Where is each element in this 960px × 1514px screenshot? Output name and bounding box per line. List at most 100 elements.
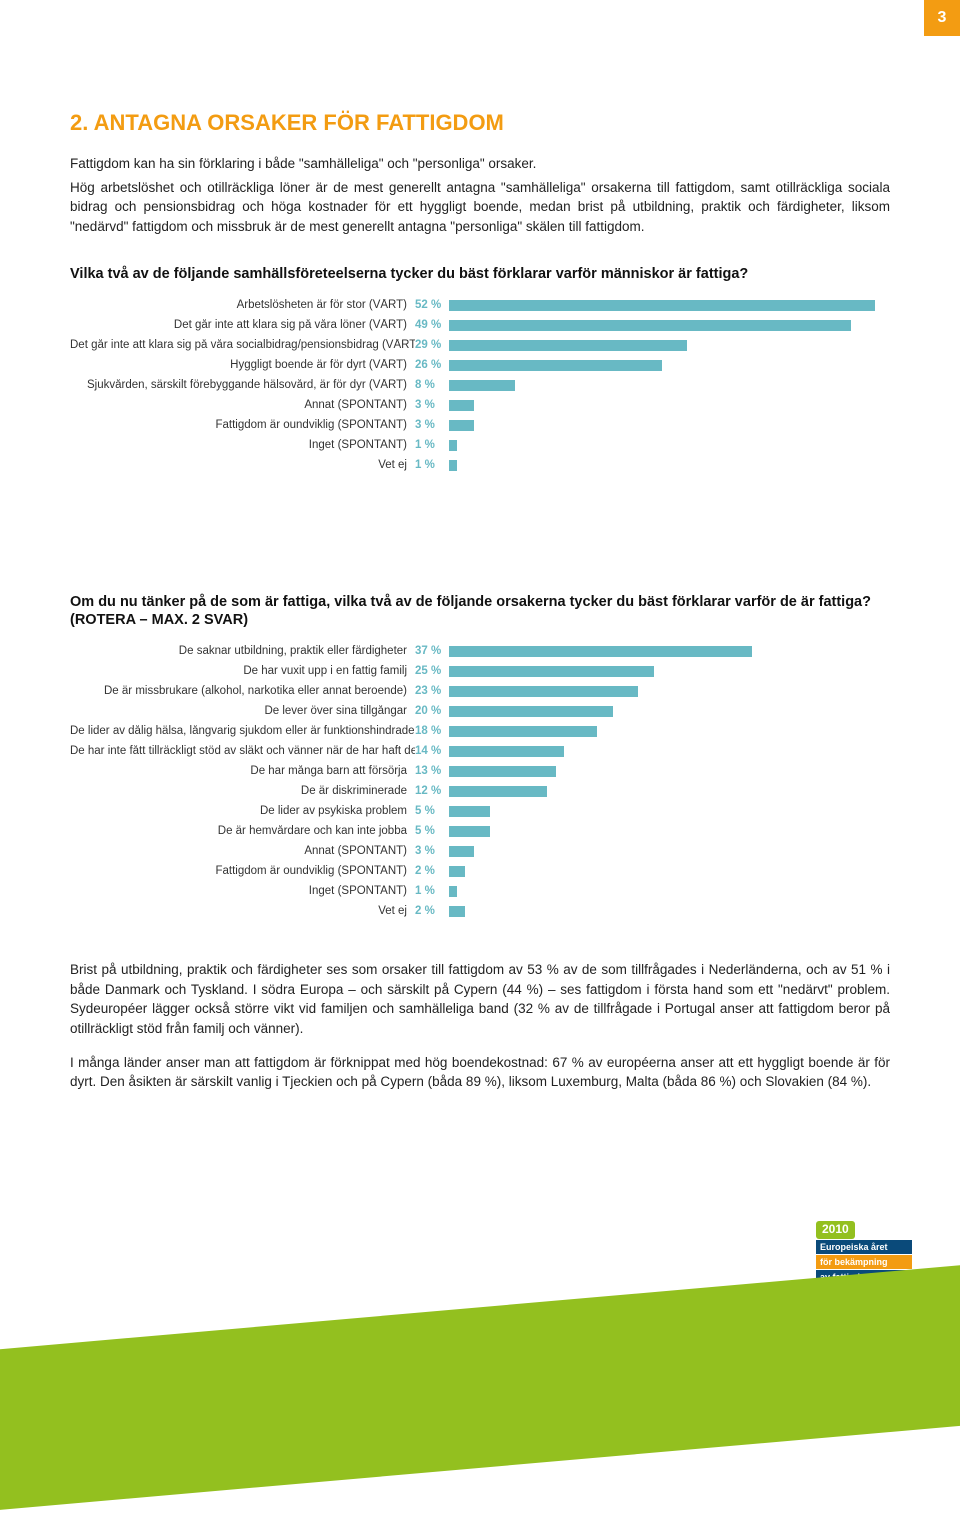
chart-row-pct: 3 % [415,399,449,411]
chart-row-pct: 3 % [415,845,449,857]
chart-row: Inget (SPONTANT)1 % [70,882,890,900]
logo-line1: Europeiska året [816,1240,912,1254]
chart-row-pct: 1 % [415,885,449,897]
chart-row-label: De lider av psykiska problem [70,805,415,817]
chart-row: De är diskriminerade12 % [70,782,890,800]
chart-row-pct: 52 % [415,299,449,311]
chart-row: De lever över sina tillgångar20 % [70,702,890,720]
chart-row-label: De har inte fått tillräckligt stöd av sl… [70,745,415,757]
chart-bar-track [449,400,890,411]
chart1-title: Vilka två av de följande samhällsföretee… [70,266,890,282]
chart-row-pct: 26 % [415,359,449,371]
chart-row: De saknar utbildning, praktik eller färd… [70,642,890,660]
chart-row: De har inte fått tillräckligt stöd av sl… [70,742,890,760]
chart-row: Annat (SPONTANT)3 % [70,396,890,414]
chart1: Arbetslösheten är för stor (VÅRT)52 % Det… [70,296,890,474]
chart-bar [449,340,687,351]
chart-bar [449,726,597,737]
chart-bar [449,886,457,897]
chart-row-pct: 18 % [415,725,449,737]
chart-row-label: Inget (SPONTANT) [70,885,415,897]
chart-row: De lider av psykiska problem5 % [70,802,890,820]
chart-bar-track [449,360,890,371]
chart-bar [449,826,490,837]
page-number-badge: 3 [924,0,960,36]
chart-row-pct: 1 % [415,459,449,471]
chart-bar-track [449,826,890,837]
chart-row-label: De är hemvårdare och kan inte jobba [70,825,415,837]
chart-bar [449,846,474,857]
closing-paragraph-2: I många länder anser man att fattigdom ä… [70,1053,890,1092]
chart-bar-track [449,786,890,797]
chart-row-label: Hyggligt boende är för dyrt (VÅRT) [70,359,415,371]
chart2: De saknar utbildning, praktik eller färd… [70,642,890,920]
chart-row-pct: 3 % [415,419,449,431]
chart-bar [449,420,474,431]
chart-bar [449,766,556,777]
chart2-title-line1: Om du nu tänker på de som är fattiga, vi… [70,594,890,610]
chart-row: Fattigdom är oundviklig (SPONTANT)2 % [70,862,890,880]
chart-bar [449,360,662,371]
chart-bar-track [449,726,890,737]
chart-row-label: De är missbrukare (alkohol, narkotika el… [70,685,415,697]
chart-row-label: Fattigdom är oundviklig (SPONTANT) [70,419,415,431]
chart-bar-track [449,646,890,657]
page-content: 2. ANTAGNA ORSAKER FÖR FATTIGDOM Fattigd… [0,0,960,1156]
chart-bar [449,380,515,391]
chart-bar-track [449,300,890,311]
chart-bar-track [449,460,890,471]
chart-row-pct: 1 % [415,439,449,451]
logo-line2: för bekämpning [816,1255,912,1269]
chart-bar-track [449,906,890,917]
chart-row-label: Arbetslösheten är för stor (VÅRT) [70,299,415,311]
chart-row-pct: 25 % [415,665,449,677]
chart-row-label: De lever över sina tillgångar [70,705,415,717]
chart-row-pct: 20 % [415,705,449,717]
chart-bar-track [449,866,890,877]
chart-row: Arbetslösheten är för stor (VÅRT)52 % [70,296,890,314]
chart-row: De är missbrukare (alkohol, narkotika el… [70,682,890,700]
chart-row-pct: 12 % [415,785,449,797]
chart-bar-track [449,420,890,431]
intro-paragraph-1: Fattigdom kan ha sin förklaring i både "… [70,154,890,174]
chart-row-pct: 5 % [415,805,449,817]
chart-row: Annat (SPONTANT)3 % [70,842,890,860]
chart-bar [449,300,875,311]
chart-row-label: De lider av dålig hälsa, långvarig sjukd… [70,725,415,737]
chart-row-pct: 5 % [415,825,449,837]
chart-row-pct: 14 % [415,745,449,757]
chart-row: Det går inte att klara sig på våra löner… [70,316,890,334]
section-heading: 2. ANTAGNA ORSAKER FÖR FATTIGDOM [70,110,890,136]
chart-row-pct: 23 % [415,685,449,697]
chart-bar [449,400,474,411]
chart-row: Det går inte att klara sig på våra socia… [70,336,890,354]
closing-paragraph-1: Brist på utbildning, praktik och färdigh… [70,960,890,1038]
chart-row-label: De har många barn att försörja [70,765,415,777]
chart-row-label: De saknar utbildning, praktik eller färd… [70,645,415,657]
chart-bar-track [449,806,890,817]
chart-bar [449,460,457,471]
chart-row-pct: 37 % [415,645,449,657]
chart-row-label: Vet ej [70,459,415,471]
chart-bar-track [449,706,890,717]
chart-row-label: Vet ej [70,905,415,917]
chart-bar [449,320,851,331]
chart-bar [449,746,564,757]
chart-bar-track [449,666,890,677]
chart-bar [449,706,613,717]
chart-bar-track [449,766,890,777]
chart-row: Sjukvården, särskilt förebyggande hälsov… [70,376,890,394]
chart-bar-track [449,686,890,697]
chart-bar [449,440,457,451]
logo-year: 2010 [816,1221,855,1239]
chart-bar [449,806,490,817]
chart-row-label: Inget (SPONTANT) [70,439,415,451]
chart-row: De har vuxit upp i en fattig familj25 % [70,662,890,680]
chart-bar-track [449,886,890,897]
chart-bar-track [449,746,890,757]
chart2-title-line2: (ROTERA – MAX. 2 SVAR) [70,612,890,628]
chart-row: Fattigdom är oundviklig (SPONTANT)3 % [70,416,890,434]
chart-row-label: Fattigdom är oundviklig (SPONTANT) [70,865,415,877]
chart-row: Hyggligt boende är för dyrt (VÅRT)26 % [70,356,890,374]
chart-row-label: De är diskriminerade [70,785,415,797]
